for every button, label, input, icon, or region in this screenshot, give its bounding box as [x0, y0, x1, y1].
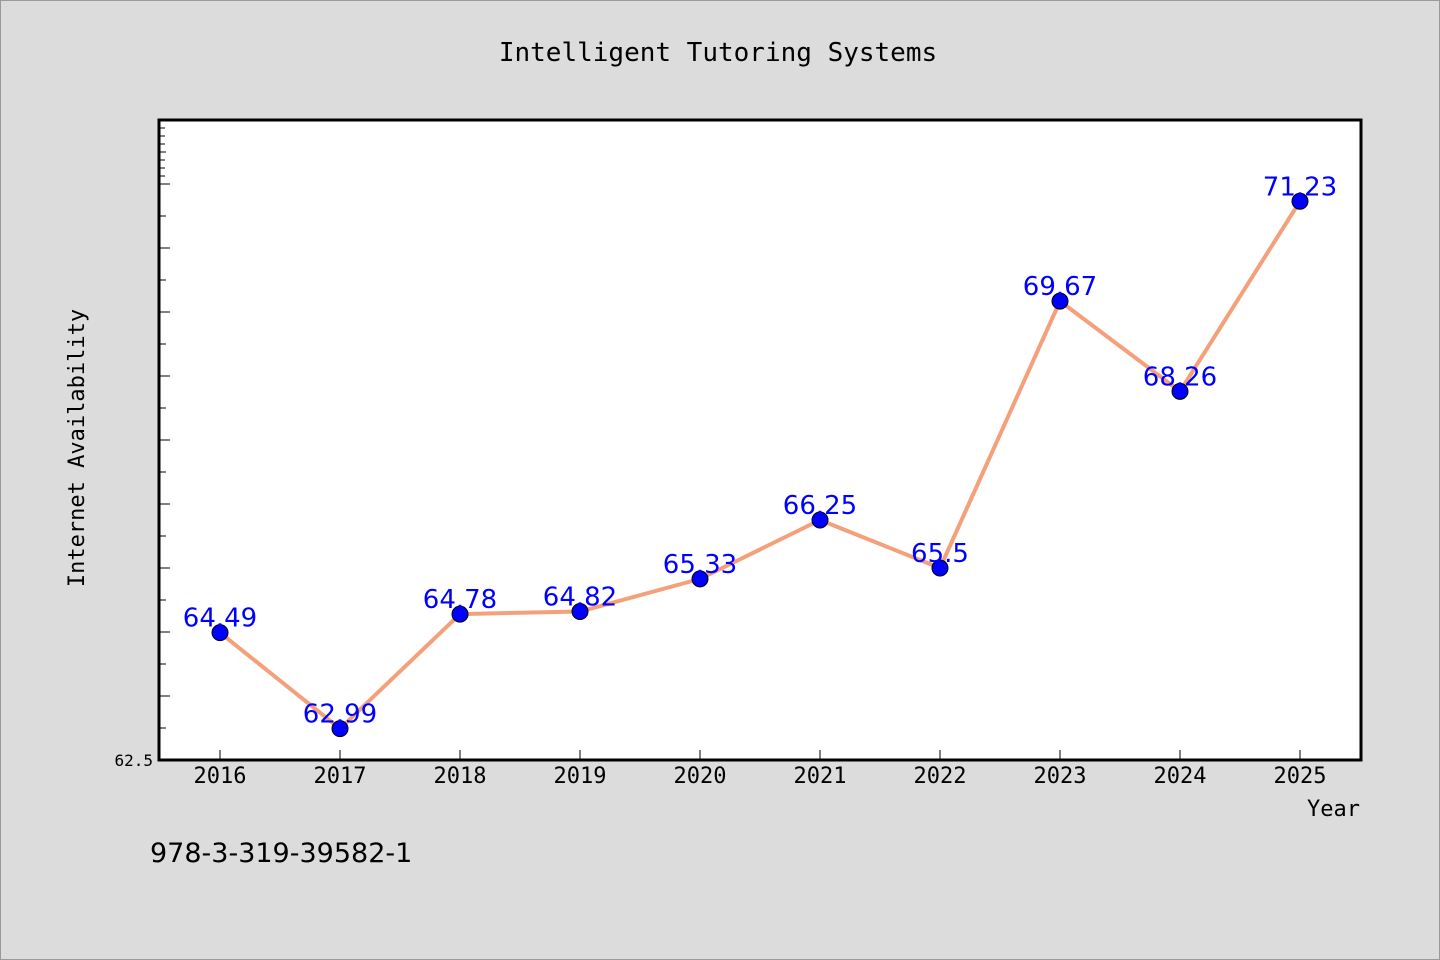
data-point — [211, 624, 229, 642]
series-layer: 64.49 62.99 64.78 64.82 65.33 66.25 65.5 69.67 6… — [183, 172, 1337, 738]
data-point — [331, 720, 349, 738]
data-point — [1171, 382, 1189, 400]
x-tick-label: 2020 — [674, 764, 727, 789]
data-point — [451, 605, 469, 623]
x-tick-label: 2022 — [914, 764, 967, 789]
x-tick-label: 2016 — [194, 764, 247, 789]
data-label: 62.99 — [303, 700, 377, 730]
y-axis-label: Internet Availability — [65, 309, 90, 587]
x-tick-label: 2019 — [554, 764, 607, 789]
data-label: 64.78 — [423, 585, 497, 615]
x-axis-ticks: 2016 2017 2018 2019 2020 2021 2022 2023 2024 2025 — [194, 750, 1327, 789]
data-point — [931, 559, 949, 577]
data-label: 64.49 — [183, 604, 257, 634]
series-line — [218, 200, 1302, 731]
data-point — [811, 511, 829, 529]
chart-title: Intelligent Tutoring Systems — [499, 38, 937, 68]
y-tick-label: 62.5 — [114, 751, 153, 770]
y-axis-ticks — [160, 119, 170, 761]
data-label: 66.25 — [783, 491, 857, 521]
data-point — [571, 603, 589, 621]
data-label: 65.33 — [663, 550, 737, 580]
data-label: 68.26 — [1143, 362, 1217, 392]
x-tick-label: 2017 — [314, 764, 367, 789]
x-axis-label: Year — [1307, 797, 1360, 822]
data-point — [1051, 292, 1069, 310]
isbn-text: 978-3-319-39582-1 — [150, 838, 412, 869]
data-point — [691, 570, 709, 588]
data-point — [1291, 192, 1309, 210]
data-label: 69.67 — [1023, 272, 1097, 302]
x-tick-label: 2021 — [794, 764, 847, 789]
data-label: 65.5 — [911, 539, 969, 569]
x-tick-label: 2025 — [1274, 764, 1327, 789]
x-tick-label: 2023 — [1034, 764, 1087, 789]
data-label: 71.23 — [1263, 172, 1337, 202]
x-tick-label: 2024 — [1154, 764, 1207, 789]
plot-area — [157, 118, 1363, 762]
x-tick-label: 2018 — [434, 764, 487, 789]
data-label: 64.82 — [543, 583, 617, 613]
